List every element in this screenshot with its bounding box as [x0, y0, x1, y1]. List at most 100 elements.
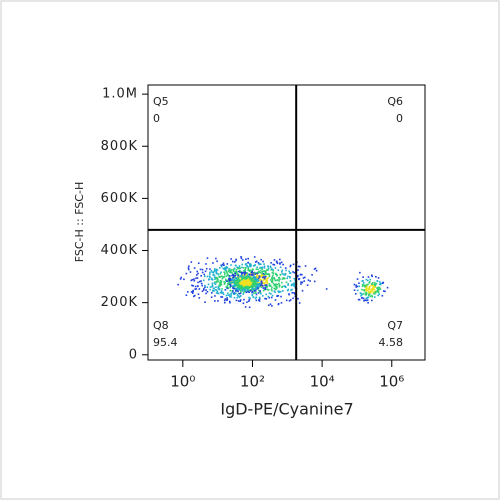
x-tick-label: 10²	[240, 373, 265, 391]
event-dot	[209, 286, 212, 288]
event-dot	[266, 281, 268, 284]
event-dot	[239, 283, 242, 286]
event-dot	[226, 263, 229, 265]
event-dot	[368, 293, 371, 296]
event-dot	[284, 267, 287, 269]
event-dot	[268, 292, 271, 294]
event-dot	[359, 292, 362, 294]
event-dot	[177, 283, 179, 286]
event-dot	[241, 281, 243, 284]
event-dot	[315, 269, 318, 272]
event-dot	[240, 284, 243, 287]
event-dot	[227, 270, 230, 273]
event-dot	[264, 287, 266, 289]
event-dot	[238, 284, 240, 286]
event-dot	[272, 274, 274, 277]
event-dot	[235, 259, 237, 262]
event-dot	[353, 283, 356, 286]
event-dot	[278, 280, 281, 282]
event-dot	[220, 290, 223, 292]
event-dot	[188, 268, 190, 271]
event-dot	[254, 280, 257, 283]
event-dot	[205, 267, 208, 270]
event-dot	[272, 269, 274, 271]
event-dot	[258, 299, 260, 301]
event-dot	[245, 258, 247, 261]
event-dot	[244, 279, 246, 282]
event-dot	[242, 271, 245, 274]
event-dot	[371, 288, 374, 291]
event-dot	[256, 266, 258, 269]
event-dot	[248, 282, 250, 285]
event-dot	[196, 285, 199, 288]
event-dot	[211, 277, 213, 280]
event-dot	[265, 272, 268, 275]
event-dot	[262, 276, 264, 279]
event-dot	[201, 271, 204, 274]
event-dot	[249, 282, 251, 285]
quadrant-name: Q6	[387, 95, 403, 108]
quadrant-percent: 0	[153, 112, 160, 125]
event-dot	[232, 270, 235, 273]
event-dot	[205, 292, 207, 295]
event-dot	[355, 284, 358, 287]
event-dot	[270, 262, 272, 264]
event-dot	[233, 276, 235, 278]
event-dot	[238, 267, 240, 270]
event-dot	[209, 288, 211, 291]
event-dot	[239, 300, 241, 303]
event-dot	[286, 277, 288, 280]
event-dot	[365, 293, 368, 295]
event-dot	[259, 290, 261, 292]
event-dot	[353, 289, 356, 291]
event-dot	[186, 291, 189, 293]
event-dot	[281, 285, 284, 288]
event-dot	[365, 294, 368, 296]
event-dot	[263, 267, 266, 269]
event-dot	[248, 273, 250, 276]
event-dot	[200, 275, 203, 277]
event-dot	[367, 288, 369, 290]
event-dot	[241, 259, 244, 261]
event-dot	[272, 270, 275, 272]
event-dot	[298, 277, 301, 280]
event-dot	[216, 292, 219, 295]
event-dot	[277, 290, 279, 293]
event-dot	[222, 275, 224, 278]
event-dot	[231, 272, 234, 274]
event-dot	[243, 287, 246, 290]
event-dot	[271, 279, 274, 281]
event-dot	[254, 289, 257, 292]
event-dot	[211, 285, 214, 287]
event-dot	[215, 276, 218, 279]
event-dot	[251, 279, 254, 281]
event-dot	[225, 270, 228, 273]
event-dot	[246, 275, 248, 277]
event-dot	[207, 283, 210, 286]
event-dot	[271, 281, 273, 283]
event-dot	[253, 256, 256, 258]
event-dot	[253, 281, 256, 283]
event-dot	[236, 294, 239, 296]
event-dot	[237, 288, 240, 290]
event-dot	[374, 291, 377, 293]
event-dot	[273, 290, 276, 293]
event-dot	[369, 291, 372, 293]
event-dot	[250, 269, 252, 272]
event-dot	[257, 268, 259, 271]
event-dot	[248, 269, 251, 271]
event-dot	[374, 286, 377, 288]
event-dot	[222, 267, 225, 270]
event-dot	[257, 285, 260, 288]
event-dot	[293, 283, 296, 286]
event-dot	[228, 294, 230, 296]
event-dot	[364, 292, 367, 294]
event-dot	[251, 289, 253, 292]
event-dot	[372, 291, 374, 294]
event-dot	[251, 288, 253, 290]
event-dot	[273, 277, 275, 279]
event-dot	[262, 287, 265, 289]
event-dot	[228, 268, 231, 270]
event-dot	[248, 306, 251, 309]
event-dot	[263, 270, 266, 273]
